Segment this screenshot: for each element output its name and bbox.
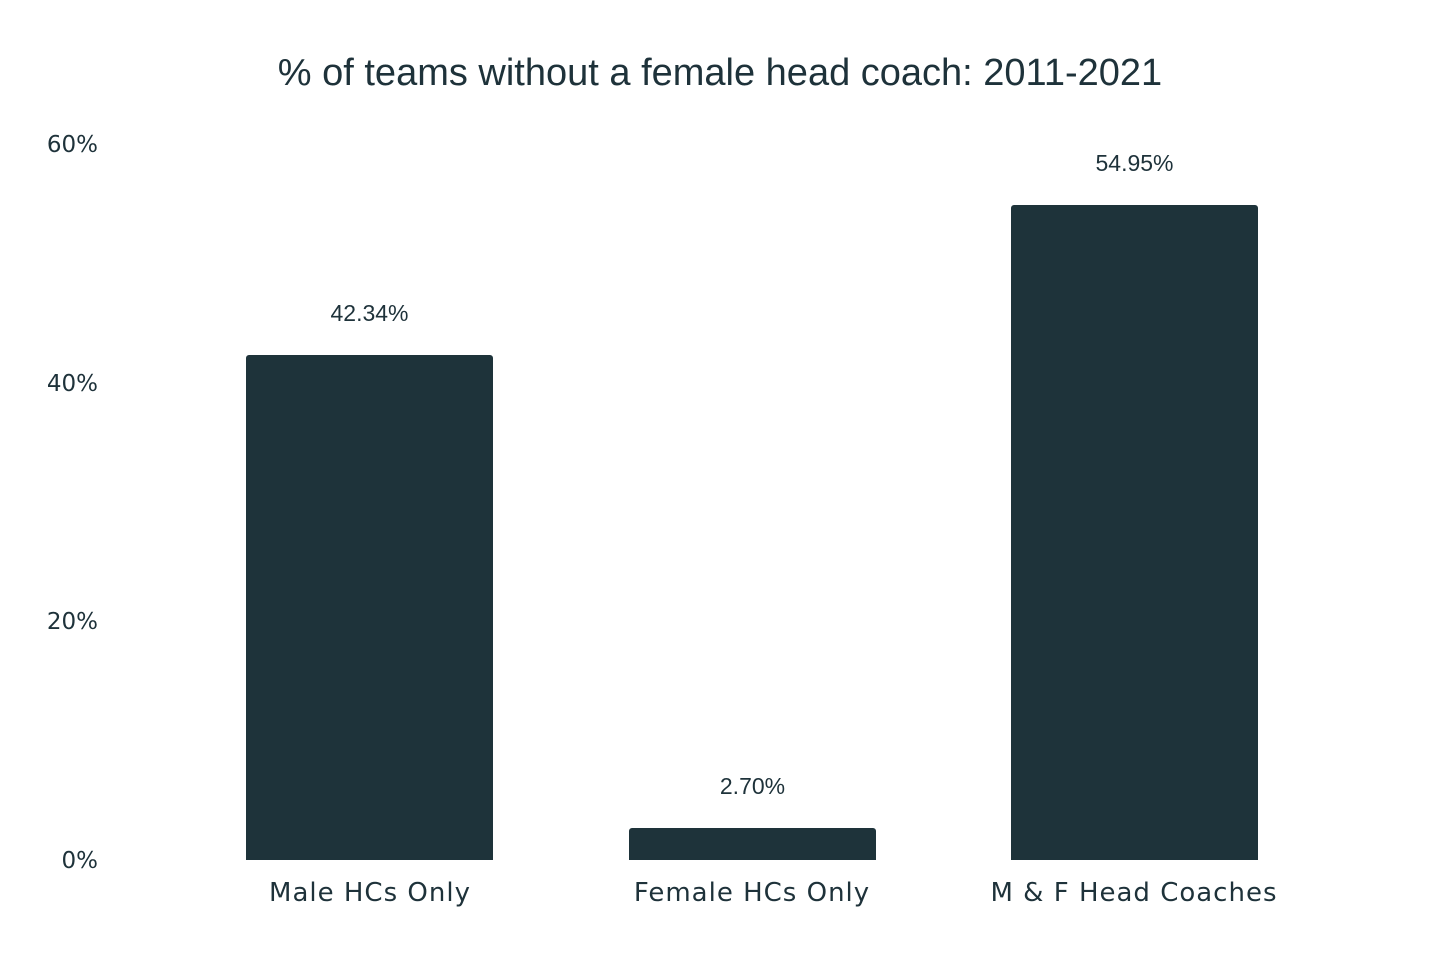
bar-female-hcs-only [629, 828, 876, 860]
y-tick-label-40: 40% [46, 371, 98, 397]
bar-value-label-male: 42.34% [330, 300, 409, 326]
y-tick-label-60: 60% [46, 132, 98, 158]
bar-value-label-m-and-f: 54.95% [1095, 150, 1174, 176]
bar-male-hcs-only [246, 355, 493, 860]
x-category-label-male: Male HCs Only [269, 878, 471, 908]
x-category-label-m-and-f: M & F Head Coaches [990, 878, 1278, 908]
y-tick-label-0: 0% [61, 848, 99, 874]
bar-value-label-female: 2.70% [719, 773, 786, 799]
bar-m-and-f-head-coaches [1011, 205, 1258, 860]
chart-title: % of teams without a female head coach: … [277, 52, 1163, 94]
x-category-label-female: Female HCs Only [633, 878, 871, 908]
y-tick-label-20: 20% [46, 609, 98, 635]
